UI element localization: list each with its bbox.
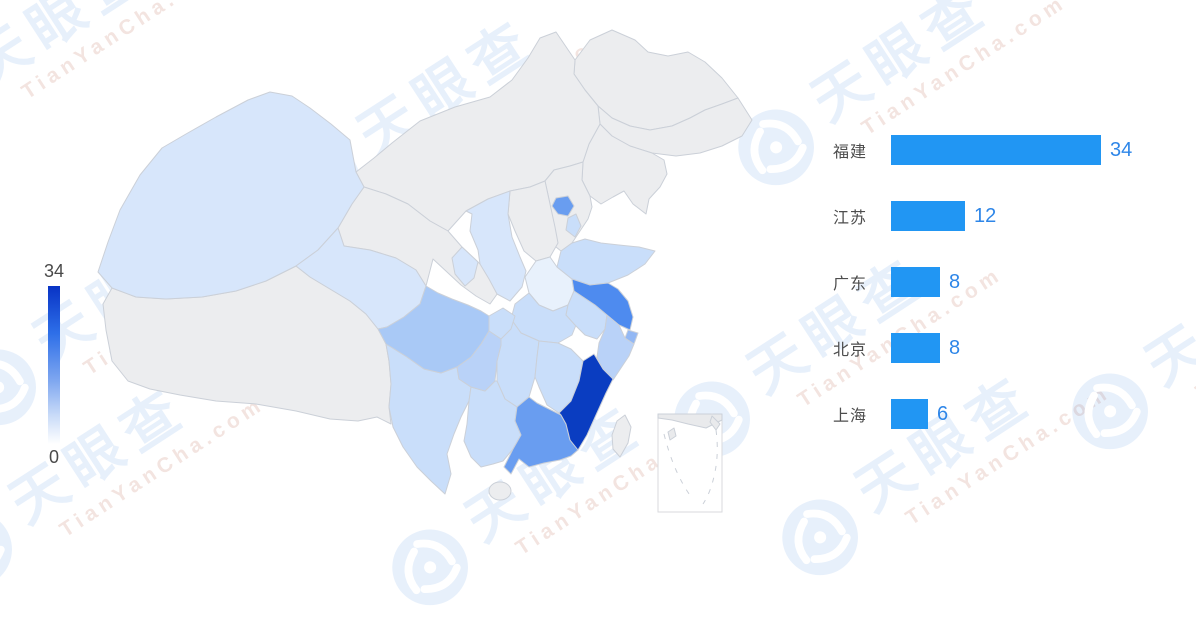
province-fujian[interactable]: [558, 353, 614, 451]
bar-value: 12: [974, 204, 997, 227]
bar-label: 福建: [833, 144, 868, 161]
province-guangdong[interactable]: [503, 396, 579, 475]
province-xinjiang[interactable]: [97, 91, 365, 300]
bar-row: 北京 8: [833, 333, 1132, 363]
bar[interactable]: [891, 267, 940, 297]
colorbar-legend: 34 0: [36, 262, 72, 466]
bar-value: 34: [1110, 138, 1133, 161]
bar[interactable]: [891, 135, 1101, 165]
bar-value: 8: [949, 270, 961, 293]
bar-row: 福建 34: [833, 135, 1132, 165]
province-bar-list: 福建 34 江苏 12 广东 8 北京 8 上海 6: [833, 135, 1132, 465]
province-sichuan[interactable]: [377, 285, 490, 374]
province-taiwan[interactable]: [611, 414, 632, 458]
bar-label: 北京: [833, 342, 868, 359]
colorbar-max-label: 34: [43, 261, 65, 281]
bar-row: 上海 6: [833, 399, 1132, 429]
province-shandong[interactable]: [556, 238, 656, 286]
province-guangxi[interactable]: [463, 380, 522, 468]
province-hainan[interactable]: [488, 481, 512, 501]
province-shaanxi[interactable]: [465, 190, 527, 302]
south-china-sea-inset: [657, 413, 723, 513]
colorbar-gradient[interactable]: [48, 286, 60, 444]
bar[interactable]: [891, 201, 965, 231]
bar-label: 上海: [833, 408, 868, 425]
bar[interactable]: [891, 333, 940, 363]
province-jiangsu[interactable]: [571, 278, 634, 331]
colorbar-min-label: 0: [48, 447, 59, 467]
bar[interactable]: [891, 399, 928, 429]
bar-row: 广东 8: [833, 267, 1132, 297]
province-tianjin[interactable]: [565, 213, 582, 238]
bar-label: 广东: [833, 276, 868, 293]
bar-row: 江苏 12: [833, 201, 1132, 231]
province-ningxia[interactable]: [451, 246, 479, 287]
bar-label: 江苏: [833, 210, 868, 227]
bar-value: 8: [949, 336, 961, 359]
province-shanghai[interactable]: [624, 329, 639, 345]
province-beijing[interactable]: [551, 195, 575, 217]
bar-value: 6: [937, 402, 949, 425]
province-shanxi[interactable]: [507, 180, 559, 262]
